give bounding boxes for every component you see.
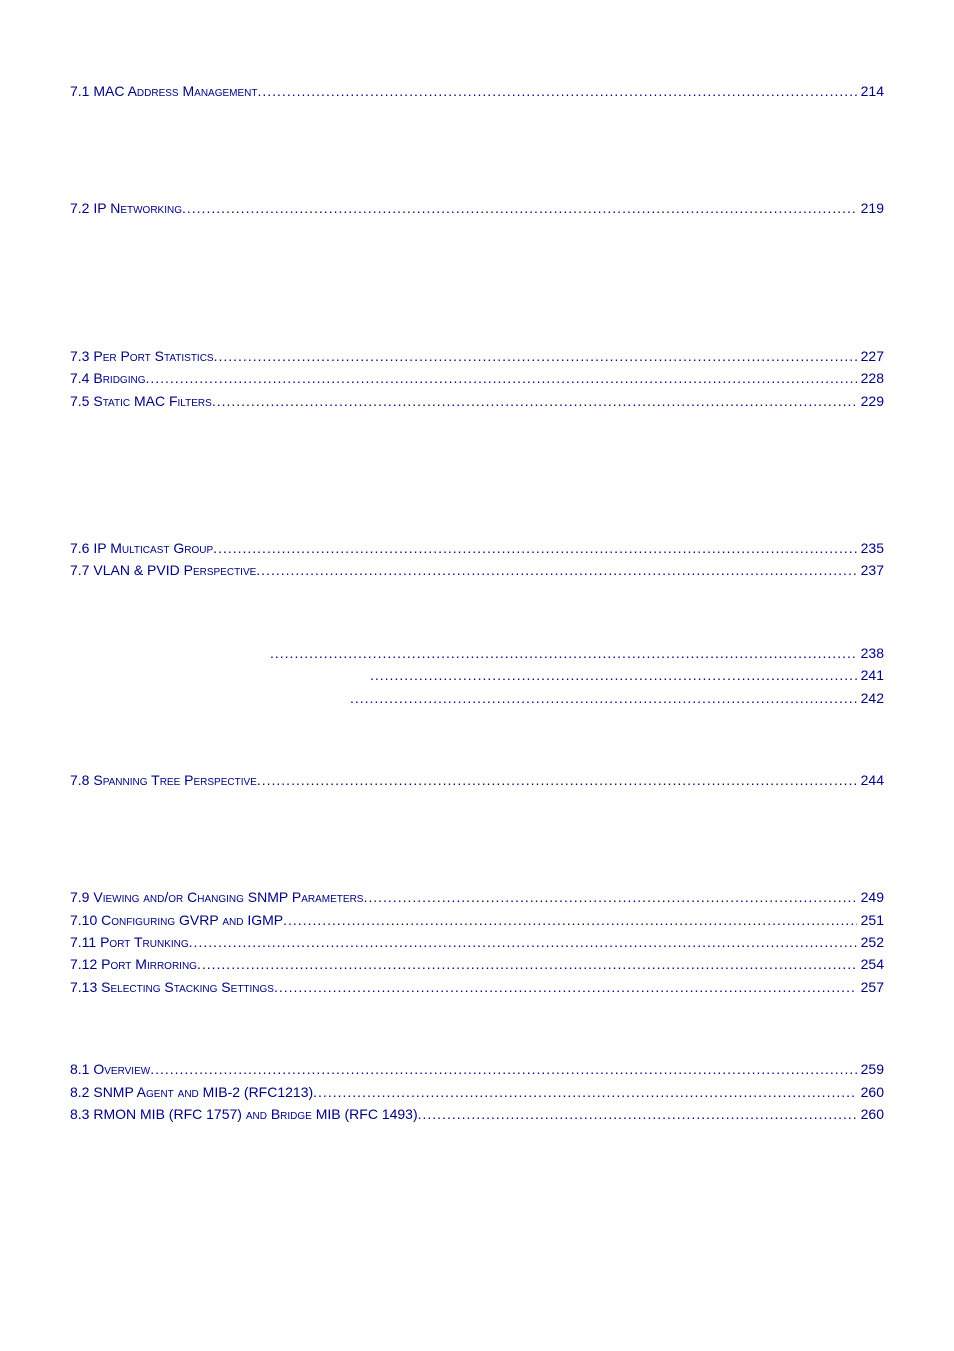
toc-page: 227 (861, 345, 884, 367)
toc-gap (70, 220, 884, 345)
toc-leader (313, 1081, 857, 1103)
toc-leader (350, 687, 857, 709)
toc-entry: 7.3 Per Port Statistics 227 (70, 345, 884, 367)
toc-leader (213, 537, 857, 559)
toc-page: 235 (861, 537, 884, 559)
toc-page: 244 (861, 769, 884, 791)
toc-leader (270, 642, 857, 664)
toc-label: 8.3 RMON MIB (RFC 1757) and Bridge MIB (… (70, 1103, 418, 1125)
toc-entry: 8.1 Overview 259 (70, 1058, 884, 1080)
toc-page: 251 (861, 909, 884, 931)
toc-gap (70, 709, 884, 769)
toc-leader (257, 769, 857, 791)
toc-label: 7.1 MAC Address Management (70, 80, 257, 102)
toc-leader (370, 664, 857, 686)
toc-leader (256, 559, 856, 581)
toc-page: 214 (861, 80, 884, 102)
toc-label: 7.8 Spanning Tree Perspective (70, 769, 257, 791)
toc-label: 7.6 IP Multicast Group (70, 537, 213, 559)
toc-leader (189, 931, 857, 953)
toc-entry: 7.6 IP Multicast Group 235 (70, 537, 884, 559)
toc-label: 7.4 Bridging (70, 367, 145, 389)
toc-page: 238 (861, 642, 884, 664)
toc-entry: 7.4 Bridging 228 (70, 367, 884, 389)
toc-leader (274, 976, 857, 998)
toc-page: 260 (861, 1081, 884, 1103)
toc-label: 7.9 Viewing and/or Changing SNMP Paramet… (70, 886, 363, 908)
toc-container: 7.1 MAC Address Management 214 7.2 IP Ne… (70, 80, 884, 1125)
toc-page: 254 (861, 953, 884, 975)
toc-label: 7.13 Selecting Stacking Settings (70, 976, 274, 998)
toc-entry: 8.3 RMON MIB (RFC 1757) and Bridge MIB (… (70, 1103, 884, 1125)
toc-leader (214, 345, 857, 367)
toc-label: 7.7 VLAN & PVID Perspective (70, 559, 256, 581)
toc-page: 219 (861, 197, 884, 219)
toc-label: 7.10 Configuring GVRP and IGMP (70, 909, 283, 931)
toc-page: 260 (861, 1103, 884, 1125)
toc-leader (283, 909, 857, 931)
toc-entry: 7.12 Port Mirroring 254 (70, 953, 884, 975)
toc-entry: 7.5 Static MAC Filters 229 (70, 390, 884, 412)
toc-entry: 242 (350, 687, 884, 709)
toc-gap (70, 412, 884, 537)
toc-entry: 241 (370, 664, 884, 686)
toc-entry: 7.11 Port Trunking 252 (70, 931, 884, 953)
toc-page: 237 (861, 559, 884, 581)
toc-page: 252 (861, 931, 884, 953)
toc-entry: 7.13 Selecting Stacking Settings 257 (70, 976, 884, 998)
toc-leader (363, 886, 856, 908)
toc-page: 259 (861, 1058, 884, 1080)
toc-label: 8.1 Overview (70, 1058, 150, 1080)
toc-label: 7.11 Port Trunking (70, 931, 189, 953)
toc-label: 8.2 SNMP Agent and MIB-2 (RFC1213) (70, 1081, 313, 1103)
toc-entry: 7.1 MAC Address Management 214 (70, 80, 884, 102)
toc-leader (182, 197, 857, 219)
toc-entry: 7.2 IP Networking 219 (70, 197, 884, 219)
toc-leader (418, 1103, 857, 1125)
toc-entry: 7.8 Spanning Tree Perspective 244 (70, 769, 884, 791)
toc-page: 228 (861, 367, 884, 389)
toc-page: 242 (861, 687, 884, 709)
toc-label: 7.12 Port Mirroring (70, 953, 197, 975)
toc-page: 241 (861, 664, 884, 686)
toc-entry: 7.7 VLAN & PVID Perspective 237 (70, 559, 884, 581)
toc-leader (145, 367, 856, 389)
toc-page: 249 (861, 886, 884, 908)
toc-leader (257, 80, 856, 102)
toc-gap (70, 102, 884, 197)
toc-gap (70, 791, 884, 886)
toc-gap (70, 582, 884, 642)
toc-label: 7.2 IP Networking (70, 197, 182, 219)
toc-entry: 7.9 Viewing and/or Changing SNMP Paramet… (70, 886, 884, 908)
toc-page: 229 (861, 390, 884, 412)
toc-entry: 238 (270, 642, 884, 664)
toc-entry: 8.2 SNMP Agent and MIB-2 (RFC1213) 260 (70, 1081, 884, 1103)
toc-leader (150, 1058, 857, 1080)
toc-leader (212, 390, 857, 412)
toc-leader (197, 953, 857, 975)
toc-page: 257 (861, 976, 884, 998)
toc-gap (70, 998, 884, 1058)
toc-label: 7.3 Per Port Statistics (70, 345, 214, 367)
toc-entry: 7.10 Configuring GVRP and IGMP 251 (70, 909, 884, 931)
toc-label: 7.5 Static MAC Filters (70, 390, 212, 412)
